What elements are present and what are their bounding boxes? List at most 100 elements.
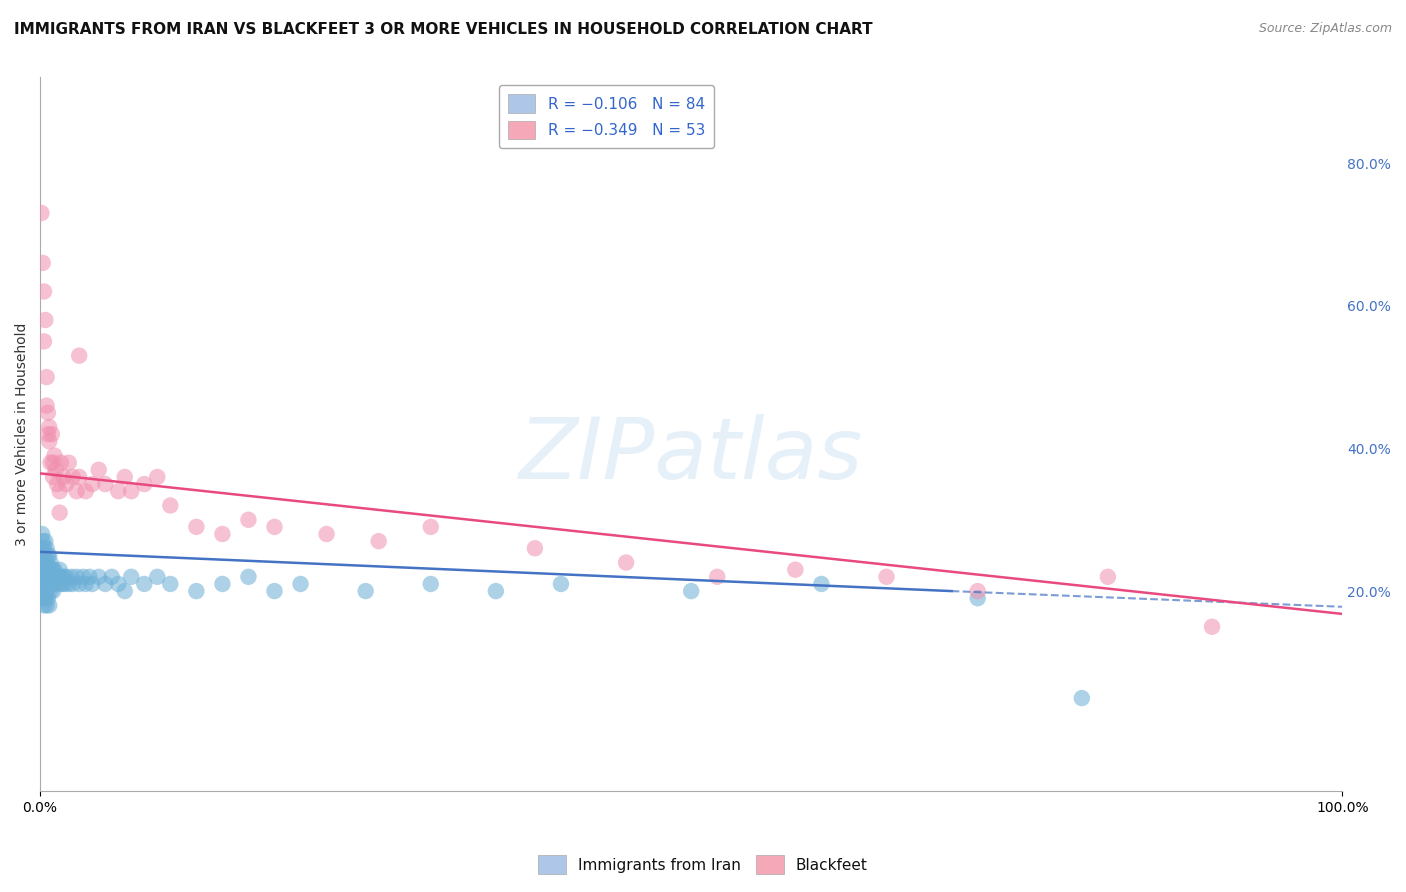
Point	[48, 577, 70, 591]
Point	[30, 577, 52, 591]
Point	[32, 541, 55, 556]
Point	[1097, 570, 1119, 584]
Y-axis label: 3 or more Vehicles in Household: 3 or more Vehicles in Household	[15, 322, 30, 546]
Point	[52, 570, 75, 584]
Point	[60, 570, 83, 584]
Point	[114, 584, 136, 599]
Point	[38, 420, 60, 434]
Point	[55, 570, 77, 584]
Point	[55, 477, 77, 491]
Point	[37, 591, 59, 606]
Point	[35, 570, 58, 584]
Point	[38, 577, 60, 591]
Text: IMMIGRANTS FROM IRAN VS BLACKFEET 3 OR MORE VEHICLES IN HOUSEHOLD CORRELATION CH: IMMIGRANTS FROM IRAN VS BLACKFEET 3 OR M…	[14, 22, 873, 37]
Point	[159, 577, 181, 591]
Legend: Immigrants from Iran, Blackfeet: Immigrants from Iran, Blackfeet	[531, 849, 875, 880]
Point	[34, 534, 56, 549]
Point	[134, 577, 156, 591]
Point	[966, 591, 988, 606]
Point	[51, 577, 73, 591]
Point	[614, 556, 637, 570]
Point	[34, 556, 56, 570]
Point	[810, 577, 832, 591]
Point	[39, 456, 62, 470]
Point	[211, 577, 233, 591]
Point	[32, 584, 55, 599]
Point	[44, 577, 66, 591]
Text: ZIPatlas: ZIPatlas	[519, 414, 863, 497]
Point	[32, 577, 55, 591]
Point	[966, 584, 988, 599]
Point	[46, 570, 69, 584]
Point	[35, 599, 58, 613]
Point	[34, 313, 56, 327]
Point	[31, 256, 53, 270]
Point	[42, 470, 65, 484]
Point	[35, 541, 58, 556]
Point	[82, 477, 104, 491]
Point	[876, 570, 898, 584]
Point	[31, 591, 53, 606]
Point	[38, 434, 60, 449]
Point	[87, 463, 110, 477]
Point	[48, 484, 70, 499]
Point	[485, 584, 508, 599]
Point	[48, 563, 70, 577]
Point	[367, 534, 389, 549]
Point	[42, 584, 65, 599]
Point	[30, 570, 52, 584]
Point	[46, 477, 69, 491]
Point	[37, 563, 59, 577]
Point	[72, 570, 94, 584]
Point	[37, 577, 59, 591]
Point	[42, 563, 65, 577]
Point	[67, 577, 90, 591]
Point	[41, 563, 63, 577]
Point	[52, 470, 75, 484]
Point	[290, 577, 312, 591]
Point	[419, 577, 441, 591]
Point	[94, 477, 117, 491]
Point	[38, 599, 60, 613]
Point	[419, 520, 441, 534]
Point	[87, 570, 110, 584]
Point	[41, 427, 63, 442]
Point	[681, 584, 703, 599]
Point	[263, 520, 285, 534]
Point	[67, 349, 90, 363]
Point	[706, 570, 728, 584]
Point	[120, 570, 142, 584]
Point	[38, 563, 60, 577]
Point	[45, 570, 67, 584]
Point	[114, 470, 136, 484]
Point	[30, 541, 52, 556]
Point	[58, 577, 80, 591]
Point	[263, 584, 285, 599]
Point	[1070, 691, 1092, 706]
Point	[238, 570, 260, 584]
Point	[49, 456, 72, 470]
Point	[62, 470, 84, 484]
Point	[32, 285, 55, 299]
Point	[44, 563, 66, 577]
Point	[65, 570, 87, 584]
Point	[120, 484, 142, 499]
Point	[550, 577, 572, 591]
Point	[35, 584, 58, 599]
Point	[39, 556, 62, 570]
Point	[49, 570, 72, 584]
Point	[37, 427, 59, 442]
Point	[31, 563, 53, 577]
Point	[35, 399, 58, 413]
Point	[75, 577, 97, 591]
Point	[62, 577, 84, 591]
Point	[32, 549, 55, 563]
Point	[30, 206, 52, 220]
Point	[186, 584, 208, 599]
Point	[146, 570, 169, 584]
Point	[41, 577, 63, 591]
Point	[79, 570, 101, 584]
Point	[44, 449, 66, 463]
Point	[35, 556, 58, 570]
Point	[58, 456, 80, 470]
